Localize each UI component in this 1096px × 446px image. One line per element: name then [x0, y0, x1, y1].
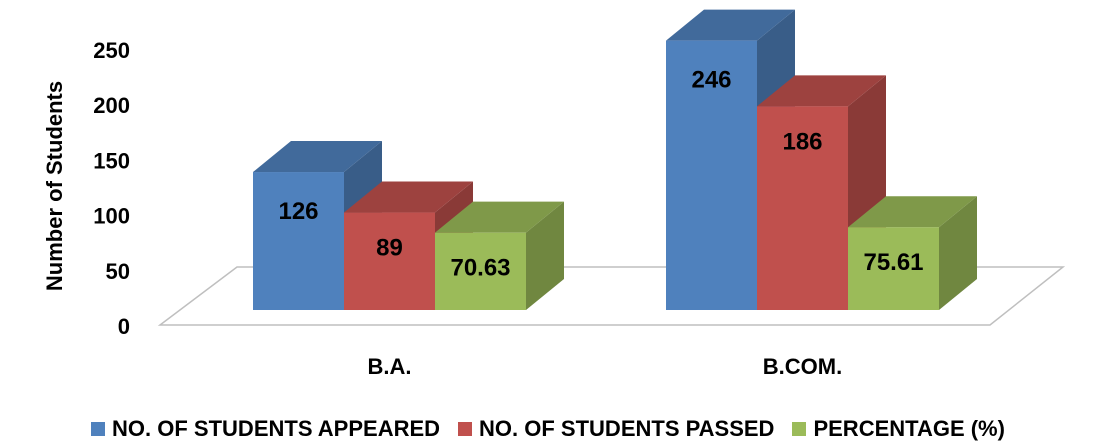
bar-front — [666, 40, 757, 310]
chart-floor-plane — [157, 266, 1066, 326]
bar-top — [757, 75, 886, 107]
bar-front — [344, 212, 435, 310]
legend-swatch — [458, 422, 473, 436]
bar-top — [666, 9, 795, 41]
y-tick-label: 0 — [118, 314, 130, 339]
bar-data-label: 70.63 — [450, 255, 510, 282]
bar-group: 126 89 70.63 — [253, 141, 564, 310]
bar-front — [253, 172, 344, 310]
bar: 70.63 — [435, 201, 564, 310]
bar-data-label: 246 — [691, 67, 731, 94]
legend-item: NO. OF STUDENTS APPEARED — [91, 416, 440, 442]
y-tick-label: 150 — [93, 148, 130, 173]
bar-data-label: 75.61 — [863, 249, 923, 276]
y-tick-label: 50 — [106, 259, 130, 284]
bar-group: 246 186 75.61 — [666, 9, 977, 310]
legend-label: NO. OF STUDENTS PASSED — [479, 416, 775, 441]
bar-side — [526, 201, 564, 310]
bar-front — [435, 232, 526, 310]
bars-group: 126 89 70.63 246 186 75.61 — [253, 9, 977, 310]
bar-side — [939, 196, 977, 310]
bar-data-label: 126 — [278, 198, 318, 225]
chart-floor — [157, 266, 1066, 326]
legend-item: NO. OF STUDENTS PASSED — [458, 416, 774, 442]
legend-swatch — [91, 422, 106, 436]
bar-top — [848, 196, 977, 228]
legend-swatch — [792, 422, 807, 436]
bar: 75.61 — [848, 196, 977, 310]
bar-data-label: 89 — [376, 235, 403, 262]
x-tick-label: B.A. — [368, 354, 412, 379]
bar-front — [757, 106, 848, 310]
legend: NO. OF STUDENTS APPEARED NO. OF STUDENTS … — [0, 412, 1096, 446]
bar-top — [253, 141, 382, 173]
x-tick-label: B.COM. — [763, 354, 842, 379]
bar-front — [848, 227, 939, 310]
x-axis: B.A. B.COM. — [368, 354, 843, 379]
bar-top — [344, 181, 473, 213]
y-axis-title: Number of Students — [42, 81, 67, 291]
legend-item: PERCENTAGE (%) — [792, 416, 1005, 442]
legend-label: PERCENTAGE (%) — [813, 416, 1005, 441]
y-tick-label: 250 — [93, 38, 130, 63]
bar-chart: 0 50 100 150 200 250 126 89 70.63 246 186 75.61 B.… — [42, 9, 1066, 379]
y-tick-label: 100 — [93, 204, 130, 229]
y-tick-label: 200 — [93, 93, 130, 118]
bar-data-label: 186 — [782, 128, 822, 155]
legend-label: NO. OF STUDENTS APPEARED — [112, 416, 441, 441]
y-axis: 0 50 100 150 200 250 — [93, 38, 130, 339]
bar-top — [435, 201, 564, 233]
